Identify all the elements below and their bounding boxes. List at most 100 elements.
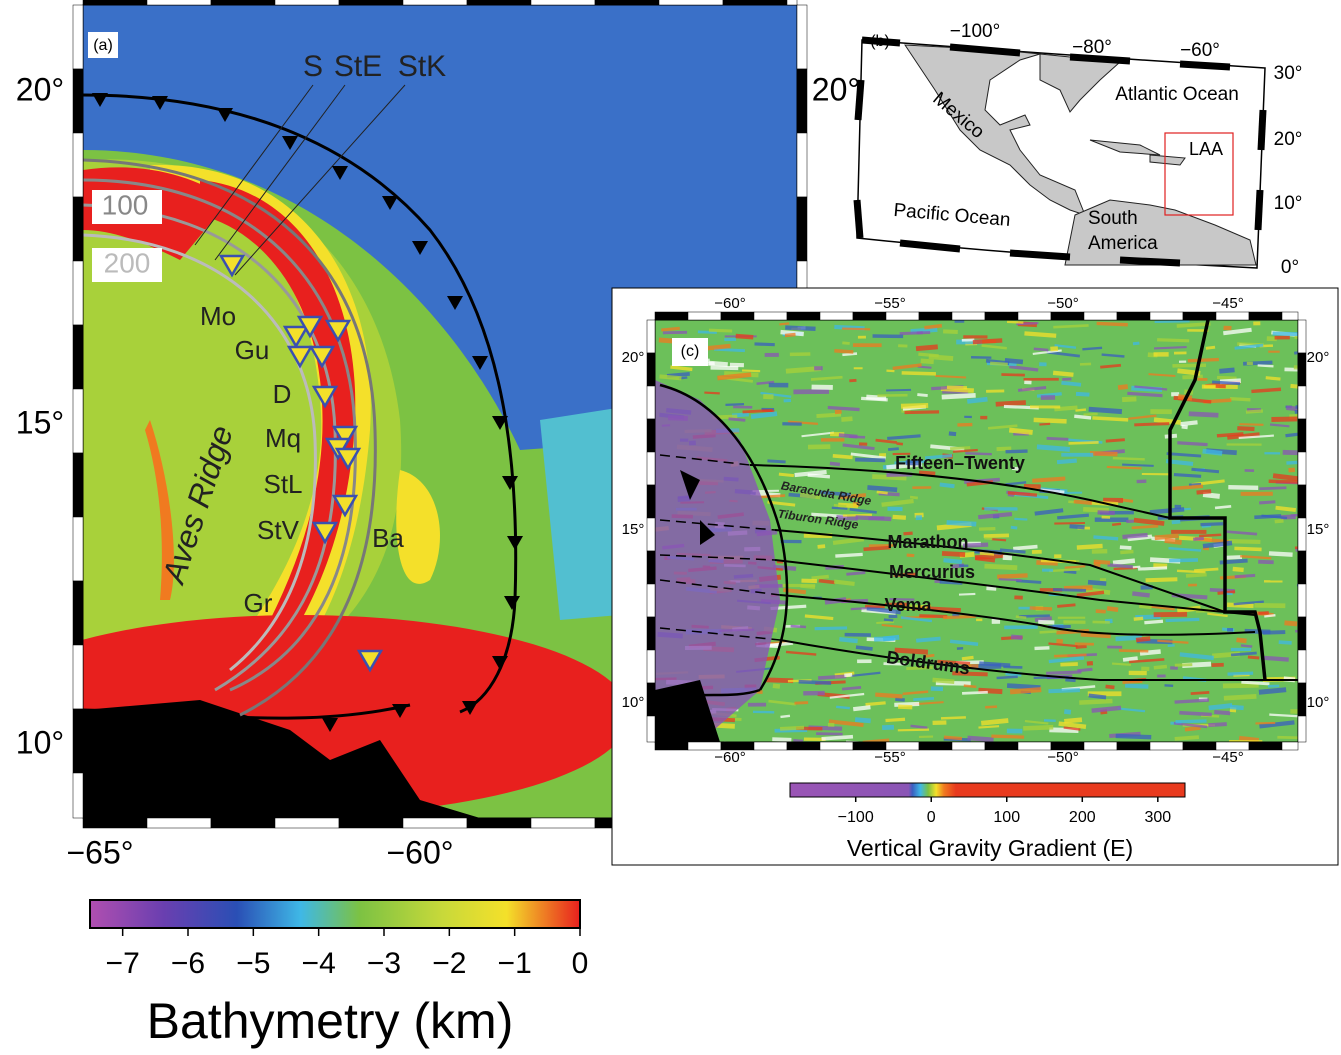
- texture-streak: [883, 662, 905, 666]
- volcano: [324, 319, 352, 343]
- texture-streak: [1033, 347, 1049, 352]
- lon-label: −50°: [1047, 749, 1078, 766]
- texture-streak: [1157, 674, 1166, 678]
- frame-seg: [72, 388, 84, 454]
- texture-streak: [662, 330, 688, 335]
- texture-streak: [1258, 687, 1287, 695]
- texture-streak: [979, 661, 1011, 668]
- texture-streak: [981, 344, 1007, 350]
- texture-streak: [1128, 414, 1157, 420]
- frame-seg: [646, 682, 656, 717]
- texture-streak: [904, 410, 940, 415]
- texture-streak: [882, 634, 900, 642]
- texture-streak: [1094, 517, 1129, 522]
- texture-streak: [1134, 385, 1168, 391]
- texture-streak: [996, 446, 1012, 452]
- place-label: Atlantic Ocean: [1115, 84, 1239, 105]
- section-line: [194, 84, 314, 246]
- frame-seg: [72, 260, 84, 326]
- texture-streak: [1024, 719, 1049, 725]
- frame-seg: [72, 196, 84, 262]
- contour: [83, 158, 377, 717]
- texture-streak: [1135, 636, 1151, 643]
- texture-streak: [1118, 649, 1149, 653]
- texture-streak: [765, 677, 794, 684]
- texture-streak: [886, 369, 895, 373]
- texture-streak: [1229, 704, 1244, 711]
- texture-streak: [844, 672, 853, 678]
- texture-streak: [1202, 492, 1220, 499]
- frame-seg: [1179, 60, 1231, 71]
- texture-streak: [1089, 451, 1118, 457]
- texture-streak: [793, 389, 830, 395]
- texture-streak: [1107, 563, 1134, 569]
- texture-streak: [1174, 663, 1193, 667]
- texture-streak: [1149, 605, 1175, 611]
- texture-streak: [1178, 360, 1187, 363]
- texture-streak: [811, 574, 829, 581]
- frame-seg: [1083, 741, 1118, 751]
- texture-streak: [1275, 505, 1297, 513]
- texture-streak: [717, 372, 752, 381]
- texture-streak: [829, 461, 841, 467]
- texture-streak: [918, 735, 934, 738]
- texture-streak: [1272, 331, 1298, 337]
- texture-streak: [943, 735, 963, 741]
- texture-streak: [1233, 600, 1264, 606]
- texture-streak: [1228, 485, 1259, 491]
- texture-streak: [1038, 619, 1055, 625]
- texture-streak: [842, 327, 871, 331]
- texture-streak: [1006, 728, 1023, 734]
- texture-streak: [842, 443, 875, 451]
- texture-streak: [1261, 514, 1288, 520]
- texture-streak: [916, 636, 941, 643]
- volcano: [331, 425, 359, 449]
- texture-streak: [782, 583, 816, 588]
- texture-streak: [875, 692, 903, 699]
- texture-streak: [967, 735, 994, 742]
- texture-streak: [1006, 320, 1024, 324]
- texture-streak: [1004, 625, 1038, 630]
- texture-streak: [924, 653, 935, 658]
- texture-streak: [1207, 612, 1228, 618]
- hispaniola: [1149, 154, 1186, 166]
- frame-seg: [796, 4, 808, 70]
- texture-streak: [1174, 698, 1209, 704]
- texture-streak: [1223, 694, 1257, 701]
- texture-streak: [932, 677, 955, 685]
- texture-streak: [990, 361, 1008, 366]
- texture-streak: [976, 618, 983, 622]
- contour: [83, 233, 317, 672]
- texture-streak: [1056, 638, 1063, 644]
- texture-streak: [1001, 373, 1025, 377]
- texture-streak: [1253, 321, 1261, 326]
- texture-streak: [820, 438, 845, 442]
- texture-streak: [799, 492, 821, 500]
- texture-streak: [839, 637, 858, 644]
- texture-streak: [1023, 724, 1054, 731]
- texture-streak: [1062, 377, 1072, 381]
- volcano: [218, 254, 246, 278]
- texture-streak: [1282, 449, 1298, 456]
- texture-streak: [901, 371, 936, 376]
- texture-streak: [1198, 533, 1222, 538]
- texture-streak: [1076, 590, 1105, 598]
- texture-streak: [1120, 498, 1134, 503]
- texture-streak: [1173, 473, 1202, 478]
- texture-streak: [1227, 671, 1254, 676]
- texture-streak: [1153, 346, 1187, 350]
- texture-streak: [1125, 683, 1149, 689]
- texture-streak: [829, 692, 865, 699]
- frame-seg: [853, 199, 864, 239]
- texture-streak: [1120, 549, 1134, 555]
- texture-streak: [807, 444, 831, 450]
- tag-bg: [88, 32, 118, 58]
- land: [904, 44, 1257, 266]
- texture-streak: [1169, 558, 1199, 563]
- texture-streak: [965, 452, 992, 456]
- frame-seg: [1297, 550, 1307, 585]
- texture-streak: [807, 473, 831, 479]
- texture-streak: [1048, 688, 1080, 694]
- texture-streak: [1179, 710, 1212, 717]
- texture-streak: [708, 360, 728, 368]
